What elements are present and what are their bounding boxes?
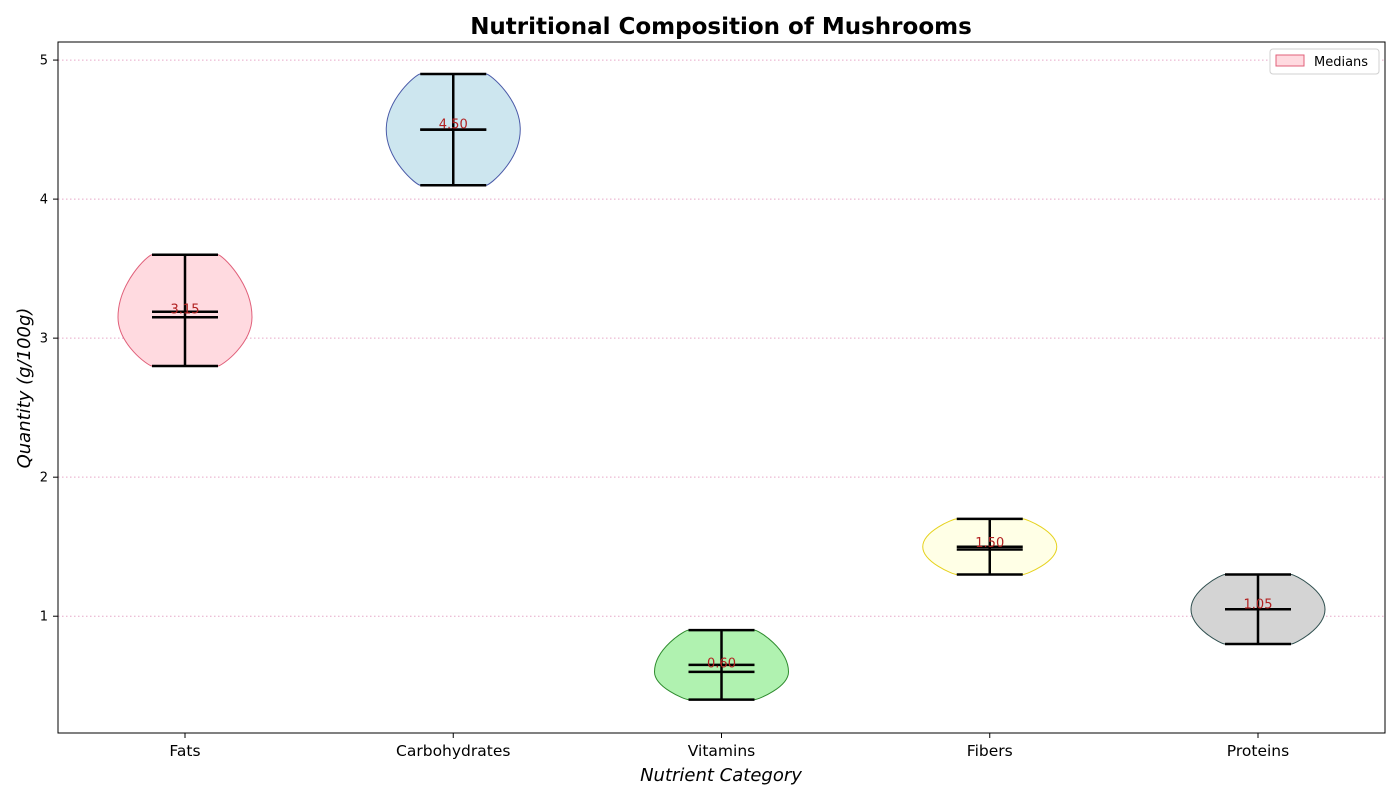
y-tick-label: 4	[40, 193, 48, 208]
y-tick-label: 3	[40, 332, 48, 347]
median-value-label: 3.15	[171, 303, 200, 318]
y-tick-label: 5	[40, 54, 48, 69]
x-tick-label: Fibers	[967, 742, 1013, 760]
chart-title: Nutritional Composition of Mushrooms	[470, 14, 972, 40]
legend-swatch	[1275, 54, 1305, 67]
violin-layer: 3.15 4.50 0.60 1.50 1.05	[117, 72, 1326, 701]
axis-layer: 1 2 3 4 5 Fats Carbohydrates Vitamins Fibers Prot…	[40, 41, 1386, 760]
median-value-label: 1.05	[1244, 597, 1273, 612]
median-value-label: 1.50	[975, 536, 1004, 551]
x-tick-label: Fats	[169, 742, 200, 760]
grid-layer	[58, 59, 1385, 617]
x-tick-label: Vitamins	[688, 742, 755, 760]
median-value-label: 4.50	[439, 118, 468, 133]
x-tick-label: Proteins	[1227, 742, 1289, 760]
y-tick-label: 2	[40, 471, 48, 486]
y-tick-label: 1	[40, 610, 48, 625]
legend: Medians	[1269, 48, 1380, 75]
median-value-label: 0.60	[707, 656, 736, 671]
y-axis-label: Quantity (g/100g)	[14, 308, 35, 469]
x-axis-label: Nutrient Category	[640, 765, 802, 786]
legend-label: Medians	[1314, 55, 1368, 70]
x-tick-label: Carbohydrates	[396, 742, 510, 760]
